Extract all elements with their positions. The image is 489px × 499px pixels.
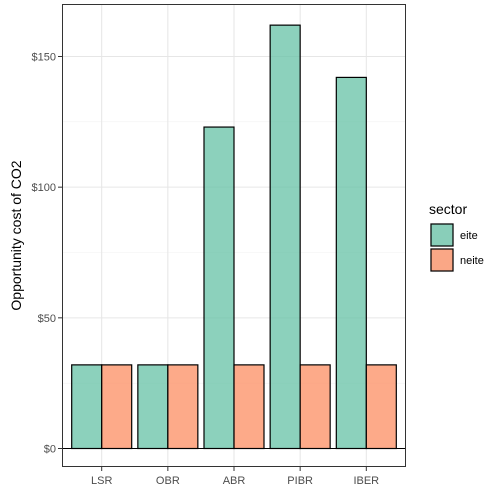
y-axis-title: Opportunity cost of CO2 <box>8 160 24 310</box>
legend-label-neite: neite <box>460 255 484 267</box>
bar-neite-OBR <box>167 364 199 450</box>
x-tick-label: ABR <box>223 475 246 487</box>
bar-eite-ABR <box>203 126 235 450</box>
plot-panel-border <box>62 4 406 467</box>
bar-eite-IBER <box>335 76 367 450</box>
x-tick-label: OBR <box>156 475 180 487</box>
x-tick-label: PIBR <box>287 475 313 487</box>
legend-key-eite <box>430 223 454 247</box>
x-axis: LSR OBR ABR PIBR IBER <box>91 467 379 487</box>
legend-title: sector <box>429 201 467 217</box>
bar-neite-LSR <box>101 364 133 450</box>
bar-neite-PIBR <box>299 364 331 450</box>
legend: sector eite neite <box>429 201 484 272</box>
bar-eite-PIBR <box>269 24 301 450</box>
legend-label-eite: eite <box>460 230 478 242</box>
bar-neite-ABR <box>233 364 265 450</box>
bar-neite-IBER <box>365 364 397 450</box>
y-tick-label: $100 <box>32 182 56 194</box>
x-tick-label: LSR <box>91 475 112 487</box>
y-tick-label: $0 <box>44 444 56 456</box>
y-tick-label: $150 <box>32 52 56 64</box>
y-axis: $0 $50 $100 $150 <box>32 52 62 456</box>
bar-eite-OBR <box>137 364 169 450</box>
x-tick-label: IBER <box>353 475 379 487</box>
legend-key-neite <box>430 248 454 272</box>
bars <box>71 24 397 450</box>
y-tick-label: $50 <box>38 313 56 325</box>
bar-eite-LSR <box>71 364 103 450</box>
